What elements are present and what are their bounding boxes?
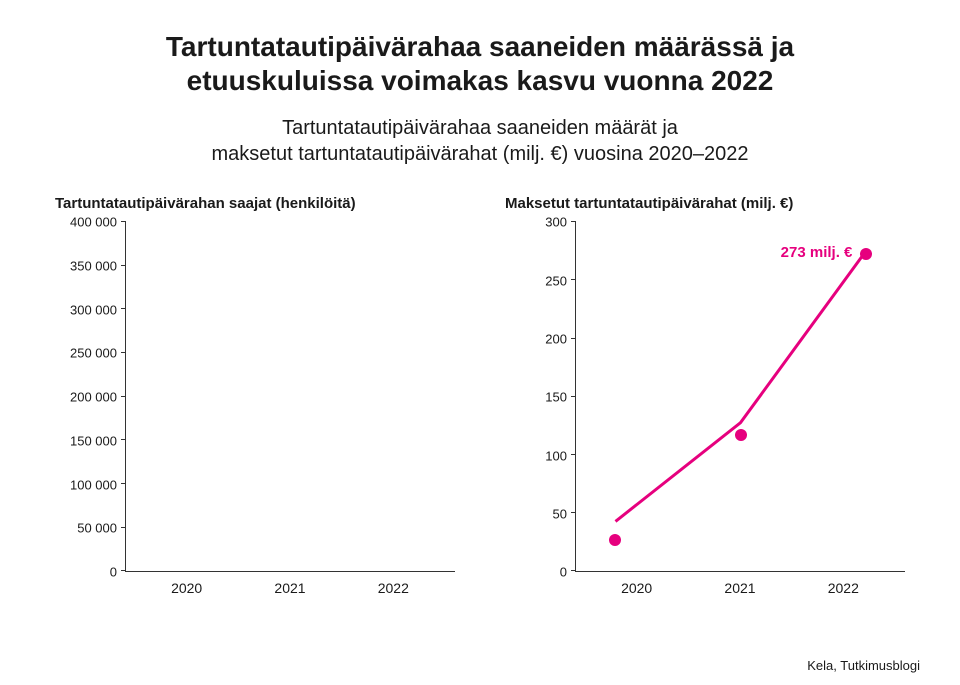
y-tick-label: 0 — [560, 565, 567, 580]
y-tick-label: 350 000 — [70, 258, 117, 273]
y-tick-mark — [571, 279, 576, 280]
y-tick-label: 400 000 — [70, 215, 117, 230]
y-tick-mark — [121, 265, 126, 266]
subtitle: Tartuntatautipäivärahaa saaneiden määrät… — [40, 115, 920, 167]
y-tick-mark — [571, 454, 576, 455]
x-tick-label: 2022 — [803, 572, 884, 602]
x-tick-label: 2021 — [700, 572, 781, 602]
y-tick-mark — [121, 527, 126, 528]
y-tick-mark — [121, 483, 126, 484]
line-plot-area: 273 milj. € — [575, 222, 905, 572]
subtitle-line-2: maksetut tartuntatautipäivärahat (milj. … — [212, 143, 749, 165]
x-tick-label: 2020 — [596, 572, 677, 602]
x-tick-label: 2020 — [146, 572, 227, 602]
y-tick-label: 100 — [545, 448, 567, 463]
y-tick-mark — [571, 338, 576, 339]
x-tick-label: 2022 — [353, 572, 434, 602]
source-attribution: Kela, Tutkimusblogi — [807, 658, 920, 673]
y-tick-label: 200 — [545, 331, 567, 346]
main-title: Tartuntatautipäivärahaa saaneiden määräs… — [40, 30, 920, 97]
y-tick-mark — [121, 221, 126, 222]
subtitle-line-1: Tartuntatautipäivärahaa saaneiden määrät… — [282, 117, 678, 139]
bar-group: 385 500 — [126, 222, 455, 571]
y-tick-label: 150 000 — [70, 433, 117, 448]
y-tick-mark — [121, 439, 126, 440]
y-tick-label: 150 — [545, 390, 567, 405]
y-tick-mark — [121, 396, 126, 397]
y-tick-mark — [571, 221, 576, 222]
title-line-2: etuuskuluissa voimakas kasvu vuonna 2022 — [187, 65, 774, 96]
line-annotation: 273 milj. € — [781, 244, 853, 261]
bar-x-axis: 2020 2021 2022 — [125, 572, 455, 602]
y-tick-label: 50 000 — [77, 521, 117, 536]
bar-plot-area: 385 500 — [125, 222, 455, 572]
x-tick-label: 2021 — [250, 572, 331, 602]
bar-chart-title: Tartuntatautipäivärahan saajat (henkilöi… — [55, 195, 455, 212]
line-marker — [735, 429, 747, 441]
charts-container: Tartuntatautipäivärahan saajat (henkilöi… — [40, 195, 920, 602]
y-tick-label: 300 000 — [70, 302, 117, 317]
line-svg — [576, 222, 905, 551]
line-chart-title: Maksetut tartuntatautipäivärahat (milj. … — [505, 195, 905, 212]
bar-chart-plot: 0 50 000 100 000 150 000 200 000 250 000 300 0… — [55, 222, 455, 602]
y-tick-label: 250 — [545, 273, 567, 288]
y-tick-mark — [571, 570, 576, 571]
y-tick-mark — [121, 352, 126, 353]
title-line-1: Tartuntatautipäivärahaa saaneiden määräs… — [166, 31, 794, 62]
y-tick-label: 200 000 — [70, 390, 117, 405]
y-tick-mark — [571, 512, 576, 513]
y-tick-mark — [121, 570, 126, 571]
y-tick-label: 50 — [553, 506, 567, 521]
y-tick-label: 0 — [110, 565, 117, 580]
y-tick-mark — [571, 396, 576, 397]
line-path — [615, 252, 865, 522]
line-chart-panel: Maksetut tartuntatautipäivärahat (milj. … — [505, 195, 905, 602]
y-tick-label: 250 000 — [70, 346, 117, 361]
line-chart-plot: 050100150200250300 273 milj. € 202020212… — [505, 222, 905, 602]
bar-chart-panel: Tartuntatautipäivärahan saajat (henkilöi… — [55, 195, 455, 602]
line-y-axis: 050100150200250300 — [505, 222, 575, 572]
y-tick-label: 100 000 — [70, 477, 117, 492]
bar-y-axis: 050 000100 000150 000200 000250 000300 0… — [55, 222, 125, 572]
line-x-axis: 2020 2021 2022 — [575, 572, 905, 602]
line-marker — [860, 248, 872, 260]
y-tick-label: 300 — [545, 215, 567, 230]
y-tick-mark — [121, 308, 126, 309]
